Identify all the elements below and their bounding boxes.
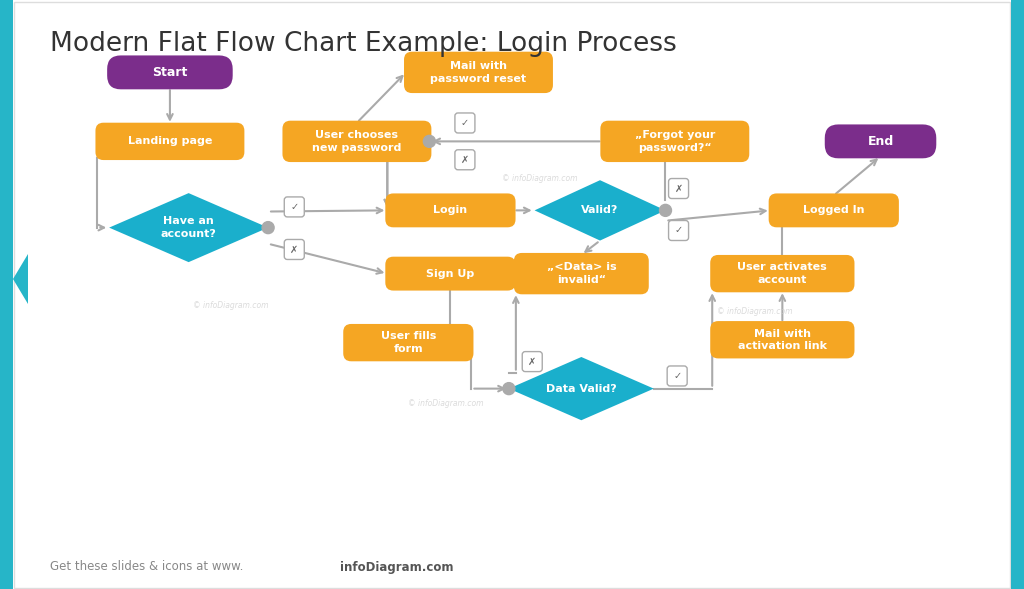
- Text: Mail with
activation link: Mail with activation link: [738, 329, 826, 351]
- Text: Start: Start: [153, 66, 187, 79]
- Text: Logged In: Logged In: [803, 206, 864, 216]
- FancyBboxPatch shape: [514, 253, 649, 294]
- FancyBboxPatch shape: [600, 121, 750, 162]
- FancyBboxPatch shape: [455, 150, 475, 170]
- Text: ✓: ✓: [290, 202, 298, 212]
- FancyBboxPatch shape: [824, 124, 936, 158]
- FancyBboxPatch shape: [711, 321, 854, 359]
- Text: ✗: ✗: [461, 155, 469, 165]
- Text: ✗: ✗: [528, 356, 537, 366]
- FancyBboxPatch shape: [283, 121, 431, 162]
- Text: infoDiagram.com: infoDiagram.com: [340, 561, 454, 574]
- Text: Mail with
password reset: Mail with password reset: [430, 61, 526, 84]
- Text: Login: Login: [433, 206, 468, 216]
- Text: End: End: [867, 135, 894, 148]
- Circle shape: [659, 204, 672, 216]
- Text: ✓: ✓: [673, 371, 681, 381]
- Text: Have an
account?: Have an account?: [161, 216, 216, 239]
- Polygon shape: [509, 357, 653, 420]
- FancyBboxPatch shape: [669, 220, 688, 240]
- FancyBboxPatch shape: [404, 52, 553, 93]
- Text: © infoDiagram.com: © infoDiagram.com: [717, 306, 792, 316]
- FancyBboxPatch shape: [0, 0, 13, 589]
- Text: © infoDiagram.com: © infoDiagram.com: [502, 174, 577, 183]
- Text: © infoDiagram.com: © infoDiagram.com: [408, 399, 483, 408]
- FancyBboxPatch shape: [711, 255, 854, 292]
- FancyBboxPatch shape: [769, 193, 899, 227]
- FancyBboxPatch shape: [385, 193, 515, 227]
- Text: Landing page: Landing page: [128, 137, 212, 147]
- FancyBboxPatch shape: [285, 197, 304, 217]
- Text: ✓: ✓: [675, 226, 683, 236]
- Text: „Forgot your
password?“: „Forgot your password?“: [635, 130, 715, 153]
- Polygon shape: [13, 254, 28, 304]
- Text: Data Valid?: Data Valid?: [546, 383, 616, 393]
- Text: User activates
account: User activates account: [737, 263, 827, 285]
- Text: „<Data> is
invalid“: „<Data> is invalid“: [547, 263, 616, 285]
- Text: ✗: ✗: [290, 244, 298, 254]
- Circle shape: [503, 383, 515, 395]
- FancyBboxPatch shape: [668, 366, 687, 386]
- FancyBboxPatch shape: [95, 123, 245, 160]
- FancyBboxPatch shape: [669, 178, 688, 198]
- Text: Modern Flat Flow Chart Example: Login Process: Modern Flat Flow Chart Example: Login Pr…: [50, 31, 677, 57]
- FancyBboxPatch shape: [108, 55, 232, 90]
- Polygon shape: [110, 193, 268, 262]
- Text: User fills
form: User fills form: [381, 332, 436, 354]
- Text: Sign Up: Sign Up: [426, 269, 474, 279]
- Polygon shape: [535, 180, 666, 240]
- FancyBboxPatch shape: [285, 240, 304, 260]
- FancyBboxPatch shape: [1011, 0, 1024, 589]
- Circle shape: [423, 135, 435, 147]
- Text: © infoDiagram.com: © infoDiagram.com: [193, 301, 268, 310]
- FancyBboxPatch shape: [343, 324, 473, 361]
- FancyBboxPatch shape: [522, 352, 543, 372]
- Text: Get these slides & icons at www.: Get these slides & icons at www.: [50, 561, 244, 574]
- FancyBboxPatch shape: [455, 113, 475, 133]
- Circle shape: [262, 221, 274, 234]
- Text: Valid?: Valid?: [582, 206, 618, 216]
- Text: User chooses
new password: User chooses new password: [312, 130, 401, 153]
- Text: ✓: ✓: [461, 118, 469, 128]
- FancyBboxPatch shape: [385, 257, 515, 290]
- Text: ✗: ✗: [675, 184, 683, 194]
